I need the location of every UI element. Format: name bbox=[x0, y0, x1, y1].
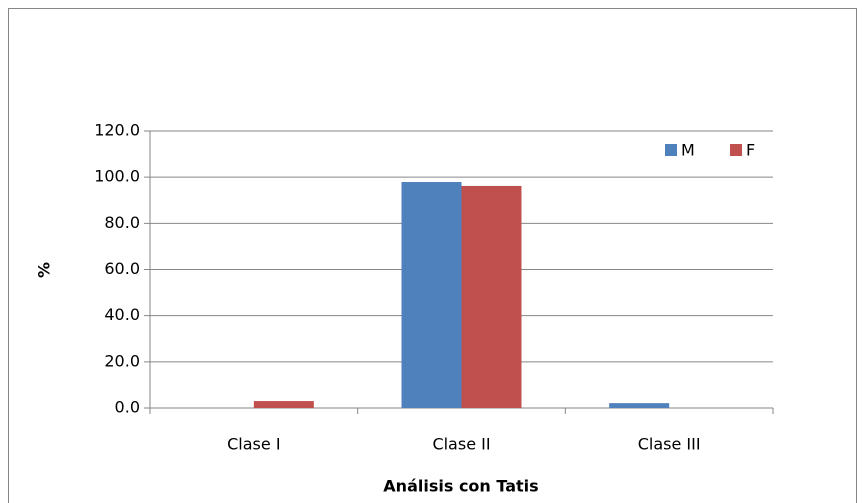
bar bbox=[401, 182, 462, 408]
legend-swatch bbox=[730, 144, 742, 156]
legend-label: F bbox=[746, 141, 755, 160]
y-axis-title: % bbox=[35, 262, 54, 278]
y-tick-label: 120.0 bbox=[94, 121, 140, 140]
bar bbox=[609, 403, 670, 408]
y-tick-label: 100.0 bbox=[94, 167, 140, 186]
x-tick-label: Clase I bbox=[227, 435, 280, 454]
bar bbox=[253, 401, 314, 408]
y-tick-label: 20.0 bbox=[104, 351, 140, 370]
x-tick-label: Clase III bbox=[638, 435, 701, 454]
bar bbox=[461, 185, 522, 408]
x-tick-label: Clase II bbox=[432, 435, 490, 454]
legend-label: M bbox=[681, 141, 695, 160]
y-tick-label: 80.0 bbox=[104, 213, 140, 232]
y-tick-label: 40.0 bbox=[104, 305, 140, 324]
x-axis-title: Análisis con Tatis bbox=[383, 477, 538, 496]
y-tick-label: 0.0 bbox=[115, 398, 140, 417]
y-tick-label: 60.0 bbox=[104, 259, 140, 278]
legend-swatch bbox=[665, 144, 677, 156]
